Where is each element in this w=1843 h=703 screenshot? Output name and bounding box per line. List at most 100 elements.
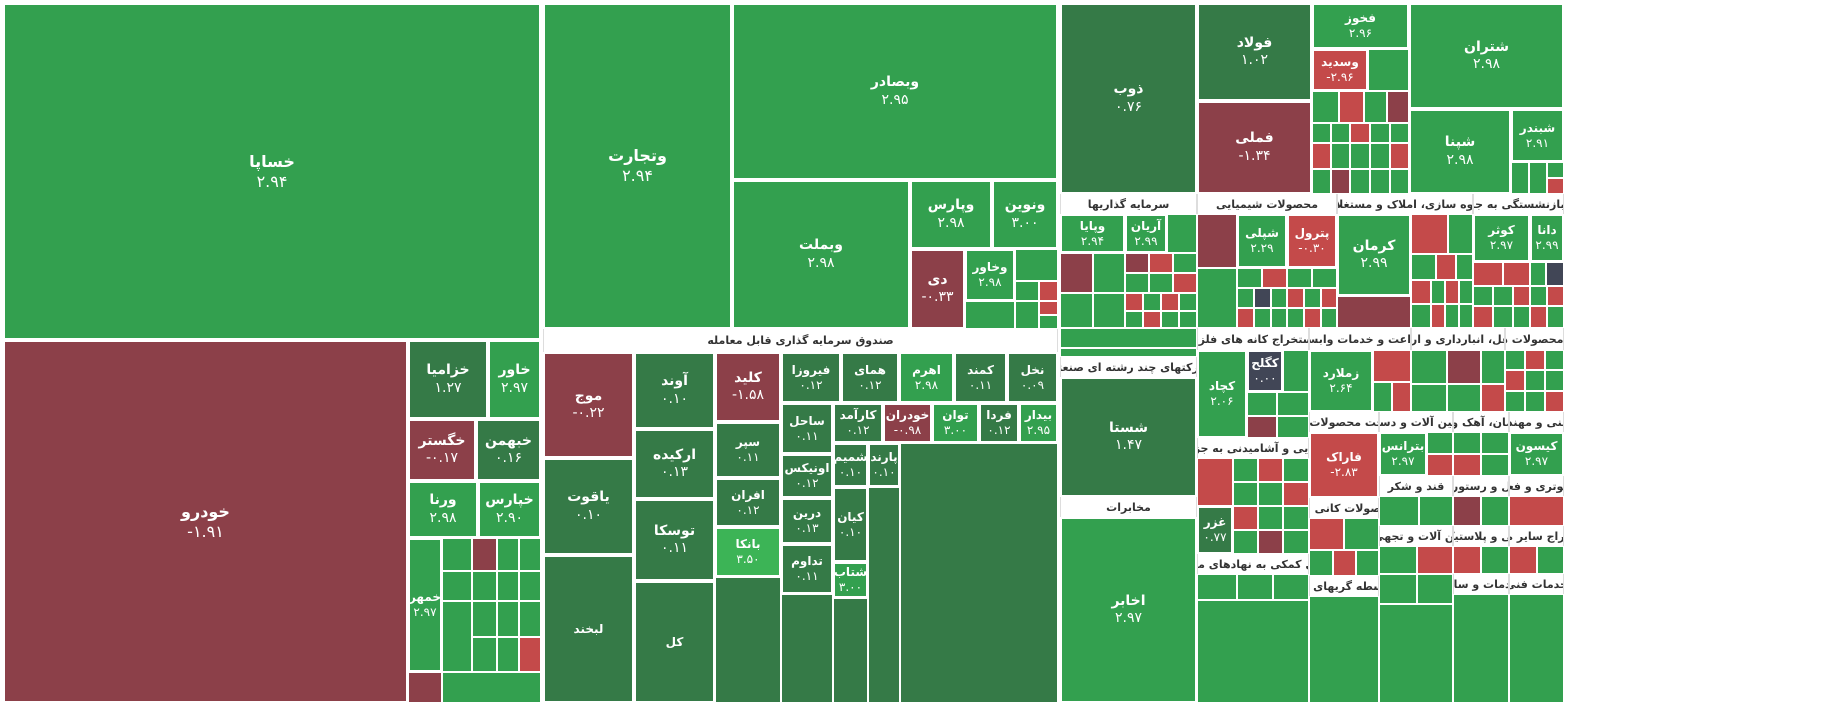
minor-stock-tile[interactable] <box>497 538 519 571</box>
minor-stock-tile[interactable] <box>1392 382 1411 412</box>
minor-stock-tile[interactable] <box>1258 482 1283 506</box>
minor-stock-tile[interactable] <box>1304 308 1321 328</box>
stock-tile-dana[interactable]: دانا ۲.۹۹ <box>1530 214 1564 262</box>
stock-tile-onyx[interactable]: اونیکس ۰.۱۲ <box>781 454 833 498</box>
minor-stock-tile[interactable] <box>1505 370 1525 391</box>
stock-tile-khsapa[interactable]: خساپا ۲.۹۴ <box>3 3 541 340</box>
minor-stock-tile[interactable] <box>1379 496 1419 526</box>
minor-stock-tile[interactable] <box>1060 293 1093 328</box>
stock-tile-kal[interactable]: کل <box>634 581 715 703</box>
minor-stock-tile[interactable] <box>1015 281 1039 301</box>
minor-stock-tile[interactable] <box>1344 518 1379 550</box>
stock-tile-banka[interactable]: بانکا ۳.۵۰ <box>715 527 781 577</box>
stock-tile-kison[interactable]: کیسون ۲.۹۷ <box>1509 432 1564 476</box>
minor-stock-tile[interactable] <box>1233 530 1258 554</box>
minor-stock-tile[interactable] <box>1370 169 1390 194</box>
minor-stock-tile[interactable] <box>1254 288 1271 308</box>
minor-stock-tile[interactable] <box>1039 315 1058 329</box>
minor-stock-tile[interactable] <box>1419 496 1453 526</box>
stock-tile-khazamia[interactable]: خزامیا ۱.۲۷ <box>408 340 488 419</box>
minor-stock-tile[interactable] <box>1447 384 1481 412</box>
minor-stock-tile[interactable] <box>1254 308 1271 328</box>
minor-stock-tile[interactable] <box>1505 391 1525 412</box>
minor-stock-tile[interactable] <box>1459 280 1473 304</box>
stock-tile-vpars[interactable]: وپارس ۲.۹۸ <box>910 180 992 249</box>
minor-stock-tile[interactable] <box>1283 350 1309 392</box>
minor-stock-tile[interactable] <box>1331 169 1350 194</box>
minor-stock-tile[interactable] <box>1481 432 1509 454</box>
minor-stock-tile[interactable] <box>1525 391 1545 412</box>
stock-tile-yaghout[interactable]: یاقوت ۰.۱۰ <box>543 458 634 555</box>
minor-stock-tile[interactable] <box>1060 348 1197 357</box>
minor-stock-tile[interactable] <box>408 672 442 703</box>
minor-stock-tile[interactable] <box>1411 214 1448 254</box>
minor-stock-tile[interactable] <box>1364 91 1387 123</box>
minor-stock-tile[interactable] <box>1039 281 1058 301</box>
minor-stock-tile[interactable] <box>1321 308 1337 328</box>
minor-stock-tile[interactable] <box>1547 178 1564 194</box>
minor-stock-tile[interactable] <box>1197 214 1237 268</box>
minor-stock-tile[interactable] <box>1304 288 1321 308</box>
minor-stock-tile[interactable] <box>1149 273 1173 293</box>
minor-stock-tile[interactable] <box>1331 123 1350 143</box>
minor-stock-tile[interactable] <box>1530 306 1547 328</box>
minor-stock-tile[interactable] <box>1309 596 1379 703</box>
minor-stock-tile[interactable] <box>519 538 541 571</box>
stock-tile-ghazar[interactable]: غزر ۰.۷۷ <box>1197 506 1233 554</box>
minor-stock-tile[interactable] <box>1431 280 1445 304</box>
minor-stock-tile[interactable] <box>1387 91 1409 123</box>
stock-tile-khmehr[interactable]: خمهر ۲.۹۷ <box>408 538 442 672</box>
minor-stock-tile[interactable] <box>1481 384 1505 412</box>
stock-tile-vbmellat[interactable]: وبملت ۲.۹۸ <box>732 180 910 329</box>
stock-tile-karamad[interactable]: کارآمد ۰.۱۲ <box>833 403 883 443</box>
minor-stock-tile[interactable] <box>1431 304 1445 328</box>
stock-tile-kelid[interactable]: کلید -۱.۵۸ <box>715 352 781 422</box>
minor-stock-tile[interactable] <box>1237 308 1254 328</box>
minor-stock-tile[interactable] <box>1390 123 1409 143</box>
minor-stock-tile[interactable] <box>1509 496 1564 526</box>
minor-stock-tile[interactable] <box>1356 550 1379 576</box>
minor-stock-tile[interactable] <box>442 571 472 601</box>
minor-stock-tile[interactable] <box>1321 288 1337 308</box>
minor-stock-tile[interactable] <box>497 637 519 672</box>
stock-tile-sahel[interactable]: ساحل ۰.۱۱ <box>781 403 833 454</box>
minor-stock-tile[interactable] <box>1473 286 1493 306</box>
stock-tile-arian[interactable]: آریان ۲.۹۹ <box>1125 214 1167 253</box>
minor-stock-tile[interactable] <box>1015 249 1058 281</box>
stock-tile-kechad[interactable]: کچاد ۲.۰۶ <box>1197 350 1247 438</box>
minor-stock-tile[interactable] <box>1237 268 1262 288</box>
stock-tile-khgostar[interactable]: خگستر -۰.۱۷ <box>408 419 476 481</box>
stock-tile-farda[interactable]: فردا ۰.۱۲ <box>979 403 1019 443</box>
stock-tile-kerman[interactable]: کرمان ۲.۹۹ <box>1337 214 1411 296</box>
minor-stock-tile[interactable] <box>1436 254 1456 280</box>
minor-stock-tile[interactable] <box>1537 546 1564 574</box>
minor-stock-tile[interactable] <box>1149 253 1173 273</box>
minor-stock-tile[interactable] <box>715 577 781 703</box>
minor-stock-tile[interactable] <box>1547 162 1564 178</box>
stock-tile-kegolah[interactable]: کگلح ۰.۰۰ <box>1247 350 1283 392</box>
minor-stock-tile[interactable] <box>1459 304 1473 328</box>
minor-stock-tile[interactable] <box>1312 143 1331 169</box>
minor-stock-tile[interactable] <box>442 672 541 703</box>
minor-stock-tile[interactable] <box>1513 286 1530 306</box>
minor-stock-tile[interactable] <box>1509 546 1537 574</box>
minor-stock-tile[interactable] <box>1390 143 1409 169</box>
minor-stock-tile[interactable] <box>1312 169 1331 194</box>
minor-stock-tile[interactable] <box>1513 306 1530 328</box>
stock-tile-zob[interactable]: ذوب ۰.۷۶ <box>1060 3 1197 194</box>
minor-stock-tile[interactable] <box>1125 253 1149 273</box>
stock-tile-nakhl[interactable]: نخل ۰.۰۹ <box>1007 352 1058 403</box>
minor-stock-tile[interactable] <box>1453 594 1509 703</box>
stock-tile-shamim[interactable]: شمیم ۰.۱۰ <box>833 443 868 487</box>
minor-stock-tile[interactable] <box>1197 574 1237 600</box>
minor-stock-tile[interactable] <box>1473 262 1503 286</box>
minor-stock-tile[interactable] <box>472 538 497 571</box>
minor-stock-tile[interactable] <box>1445 280 1459 304</box>
minor-stock-tile[interactable] <box>1453 546 1481 574</box>
minor-stock-tile[interactable] <box>900 443 1058 703</box>
minor-stock-tile[interactable] <box>1370 123 1390 143</box>
minor-stock-tile[interactable] <box>1247 392 1277 416</box>
stock-tile-separ[interactable]: سپر ۰.۱۱ <box>715 422 781 478</box>
stock-tile-shepli[interactable]: شپلی ۲.۲۹ <box>1237 214 1287 268</box>
minor-stock-tile[interactable] <box>1453 496 1481 526</box>
